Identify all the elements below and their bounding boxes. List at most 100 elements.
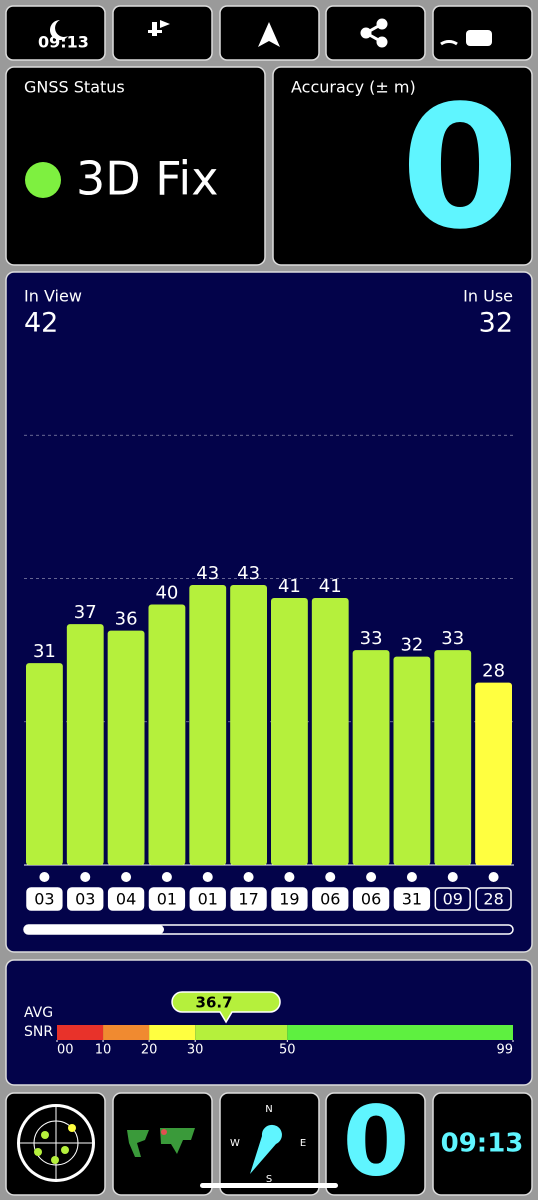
used-dot [121,872,132,882]
fix-status: 3D Fix [76,152,218,206]
bar-value-label: 43 [237,563,260,584]
bar-value-label: 41 [319,576,342,597]
accuracy-panel [272,66,533,266]
bar [107,630,145,865]
prn-label: 06 [320,890,340,909]
bar [66,624,104,865]
used-dot [366,872,377,882]
used-dot [202,872,213,882]
prn-label: 01 [157,890,177,909]
snr-tick-label: 30 [187,1043,204,1058]
used-dot [161,872,172,882]
in-use-label: In Use [463,287,513,306]
bottom-accuracy: 0 [343,1085,410,1197]
bottom-time: 09:13 [441,1129,524,1159]
tile[interactable] [325,1092,426,1196]
used-dot [80,872,91,882]
gnss-panel [5,66,266,266]
snr-average-marker [171,991,281,1024]
satellite-chart: 31 03 37 03 36 04 40 01 43 01 43 17 41 19 41 06 33 06 32 31… [24,434,514,911]
scrollbar-thumb[interactable] [24,925,164,934]
bar-value-label: 43 [196,563,219,584]
snr-tick-label: 10 [95,1043,112,1058]
fix-indicator [25,162,61,198]
in-view-value: 42 [24,308,58,339]
used-dot [243,872,254,882]
bar [230,585,267,865]
prn-box [393,887,431,911]
bar [434,650,472,865]
used-dot [325,872,336,882]
bar-value-label: 33 [360,628,383,649]
prn-box [107,887,145,911]
prn-label: 06 [361,890,381,909]
bar-value-label: 41 [278,576,301,597]
navigation-icon [258,22,280,47]
sky-plot [17,1104,95,1182]
tile[interactable] [432,1092,533,1196]
share-icon [360,18,388,48]
panel-title: GNSS Status [24,78,125,97]
bar [393,656,431,865]
snr-tick-label: 00 [57,1043,74,1058]
prn-label: 03 [75,890,95,909]
prn-box [26,887,63,911]
snr-label: AVG [24,1005,53,1021]
in-use-value: 32 [479,308,513,339]
prn-box [271,887,308,911]
bar [311,598,349,865]
snr-segment [57,1025,104,1040]
prn-box [312,887,349,911]
used-dot [447,872,458,882]
prn-label: 31 [402,890,422,909]
status-time: 09:13 [38,33,89,52]
prn-box [148,887,186,911]
used-dot [488,872,499,882]
moon-icon [50,20,68,40]
prn-label: 09 [443,890,463,909]
person-icon [148,20,170,36]
prn-box [67,887,104,911]
bar-value-label: 31 [33,641,56,662]
compass-east: E [300,1138,306,1149]
prn-box [475,887,512,911]
bar-value-label: 32 [400,635,423,656]
bar-value-label: 36 [115,609,138,630]
prn-box [189,887,226,911]
bar [271,598,308,865]
bar [148,604,186,865]
accuracy-value: 0 [401,69,519,267]
prn-label: 04 [116,890,136,909]
bar [26,663,63,865]
prn-box [230,887,267,911]
prn-label: 01 [198,890,218,909]
used-dot [39,872,50,882]
snr-tick-label: 50 [279,1043,296,1058]
compass-west: W [230,1138,240,1149]
bar [352,650,390,865]
used-dot [284,872,295,882]
snr-tick-label: 20 [141,1043,158,1058]
bar-value-label: 33 [441,628,464,649]
snr-average-label: 36.7 [196,994,233,1012]
compass-south: S [266,1174,272,1185]
prn-label: 19 [279,890,299,909]
bar [475,682,512,865]
prn-label: 28 [483,890,503,909]
bar-value-label: 40 [155,583,178,604]
compass-needle [250,1124,282,1174]
prn-box [352,887,390,911]
bar-value-label: 28 [482,661,505,682]
world-map [122,1123,204,1165]
bar [189,585,227,865]
snr-scale: 00 10 20 30 50 99 36.7 [56,991,514,1058]
tile[interactable] [112,5,213,61]
snr-label: SNR [24,1024,53,1040]
prn-label: 17 [238,890,258,909]
compass-north: N [265,1104,272,1115]
prn-box [434,887,471,911]
panel-title: Accuracy (± m) [291,78,416,97]
tile[interactable] [325,5,426,61]
prn-label: 03 [34,890,54,909]
